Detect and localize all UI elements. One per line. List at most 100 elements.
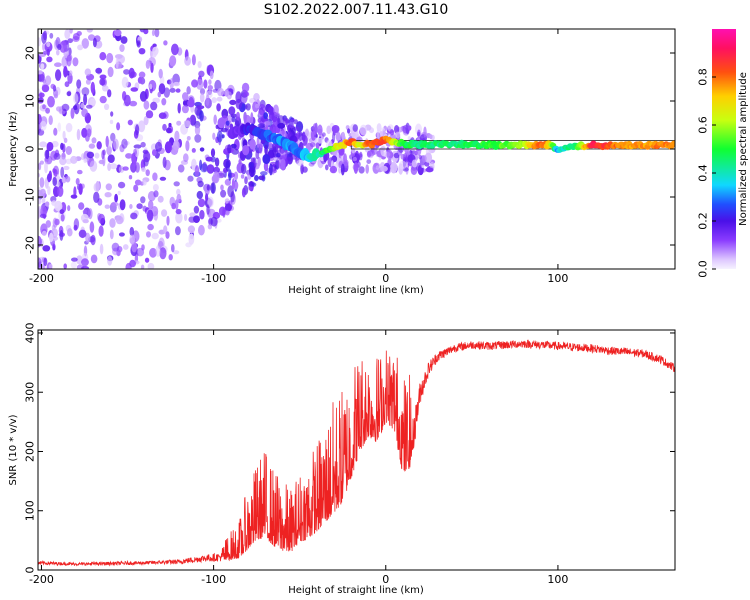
spectral-blob bbox=[386, 149, 393, 160]
spectral-blob bbox=[176, 194, 182, 203]
spectral-blob bbox=[197, 180, 204, 188]
spectral-blob bbox=[194, 125, 201, 136]
spectral-blob bbox=[106, 145, 112, 156]
spectral-blob bbox=[255, 103, 260, 109]
spectral-blob bbox=[402, 124, 410, 134]
snr-y-label: SNR (10 * v/v) bbox=[8, 414, 19, 485]
spectral-blob bbox=[205, 94, 210, 107]
spectral-blob bbox=[128, 67, 135, 79]
spectral-blob bbox=[169, 87, 176, 93]
spectral-blob bbox=[228, 169, 232, 181]
spectral-blob bbox=[174, 130, 180, 142]
y-tick-label: -10 bbox=[24, 188, 37, 206]
spectral-blob bbox=[181, 104, 189, 114]
spectral-blob bbox=[199, 92, 205, 103]
spectral-blob bbox=[77, 103, 81, 110]
spectral-blob bbox=[241, 163, 247, 175]
signal-track bbox=[227, 122, 675, 163]
y-tick-label: 300 bbox=[24, 382, 37, 403]
spectral-blob bbox=[128, 175, 133, 180]
spectral-blob bbox=[81, 258, 89, 267]
spectral-blob bbox=[163, 40, 168, 46]
spectral-blob bbox=[115, 215, 124, 225]
spectral-blob bbox=[70, 107, 75, 120]
spectral-blob bbox=[171, 244, 175, 253]
spectral-blob bbox=[233, 181, 239, 190]
spectral-blob bbox=[171, 43, 179, 56]
spectral-blob bbox=[49, 232, 54, 243]
spectral-blob bbox=[130, 87, 139, 92]
spectral-blob bbox=[48, 264, 53, 269]
spectral-blob bbox=[143, 100, 150, 110]
spectral-blob bbox=[81, 87, 90, 96]
spectral-blob bbox=[133, 184, 139, 192]
spectral-blob bbox=[56, 106, 62, 112]
spectral-blob bbox=[212, 171, 220, 184]
spectral-blob bbox=[90, 81, 96, 94]
spectral-blob bbox=[214, 157, 220, 167]
x-tick-label: -200 bbox=[29, 272, 54, 285]
x-tick-label: 100 bbox=[547, 573, 568, 586]
spectral-blob bbox=[89, 160, 98, 172]
spectral-blob bbox=[122, 166, 129, 171]
spectral-blob bbox=[301, 131, 306, 142]
spectral-blob bbox=[138, 48, 146, 55]
spectral-blob bbox=[353, 162, 359, 174]
spectral-blob bbox=[59, 41, 67, 53]
spectral-blob bbox=[269, 163, 273, 176]
spectral-blob bbox=[107, 163, 111, 171]
spectral-blob bbox=[173, 81, 180, 87]
spectrogram-x-label: Height of straight line (km) bbox=[288, 285, 424, 296]
spectral-blob bbox=[235, 98, 243, 110]
spectral-blob bbox=[213, 166, 220, 173]
spectral-blob bbox=[118, 232, 125, 237]
spectral-blob bbox=[393, 152, 400, 159]
spectral-blob bbox=[217, 117, 226, 129]
spectral-blob bbox=[145, 59, 151, 69]
spectral-blob bbox=[398, 160, 407, 170]
spectral-blob bbox=[250, 157, 255, 163]
spectral-blob bbox=[70, 155, 78, 164]
spectral-blob bbox=[110, 201, 119, 207]
spectral-blob bbox=[78, 183, 83, 195]
spectral-blob bbox=[41, 230, 47, 236]
spectral-blob bbox=[143, 29, 149, 35]
spectral-blob bbox=[109, 218, 116, 228]
spectral-blob bbox=[287, 156, 293, 162]
spectral-blob bbox=[146, 209, 154, 222]
colorbar-tick-label: 0.0 bbox=[697, 260, 710, 278]
spectral-blob bbox=[343, 159, 349, 167]
spectral-blob bbox=[105, 183, 113, 191]
spectral-blob bbox=[203, 79, 208, 89]
spectral-blob bbox=[225, 160, 230, 172]
spectral-blob bbox=[146, 231, 151, 238]
spectral-blob bbox=[263, 121, 271, 126]
spectral-blob bbox=[211, 97, 217, 104]
spectral-blob bbox=[93, 191, 100, 203]
spectral-blob bbox=[54, 62, 62, 67]
spectral-blob bbox=[101, 150, 105, 160]
spectral-blob bbox=[107, 89, 112, 98]
spectral-blob bbox=[46, 56, 53, 63]
spectral-blob bbox=[375, 165, 380, 170]
y-tick-label: 200 bbox=[24, 441, 37, 462]
spectral-blob bbox=[73, 224, 78, 231]
spectral-blob bbox=[168, 254, 173, 261]
spectral-blob bbox=[242, 145, 250, 156]
spectral-blob bbox=[129, 226, 135, 237]
spectral-blob bbox=[185, 242, 192, 248]
spectral-blob bbox=[230, 143, 237, 149]
spectral-blob bbox=[63, 66, 68, 78]
spectral-blob bbox=[216, 130, 223, 143]
spectral-blob bbox=[159, 176, 167, 181]
spectral-blob bbox=[119, 44, 125, 52]
spectral-blob bbox=[73, 93, 79, 104]
spectral-blob bbox=[141, 167, 146, 173]
spectral-blob bbox=[45, 107, 50, 114]
colorbar-label: Normalized spectral amplitude bbox=[738, 72, 749, 226]
spectral-blob bbox=[185, 140, 190, 152]
spectral-blob bbox=[53, 169, 58, 177]
spectral-blob bbox=[41, 84, 50, 93]
spectral-blob bbox=[38, 113, 42, 125]
spectral-blob bbox=[241, 82, 250, 93]
